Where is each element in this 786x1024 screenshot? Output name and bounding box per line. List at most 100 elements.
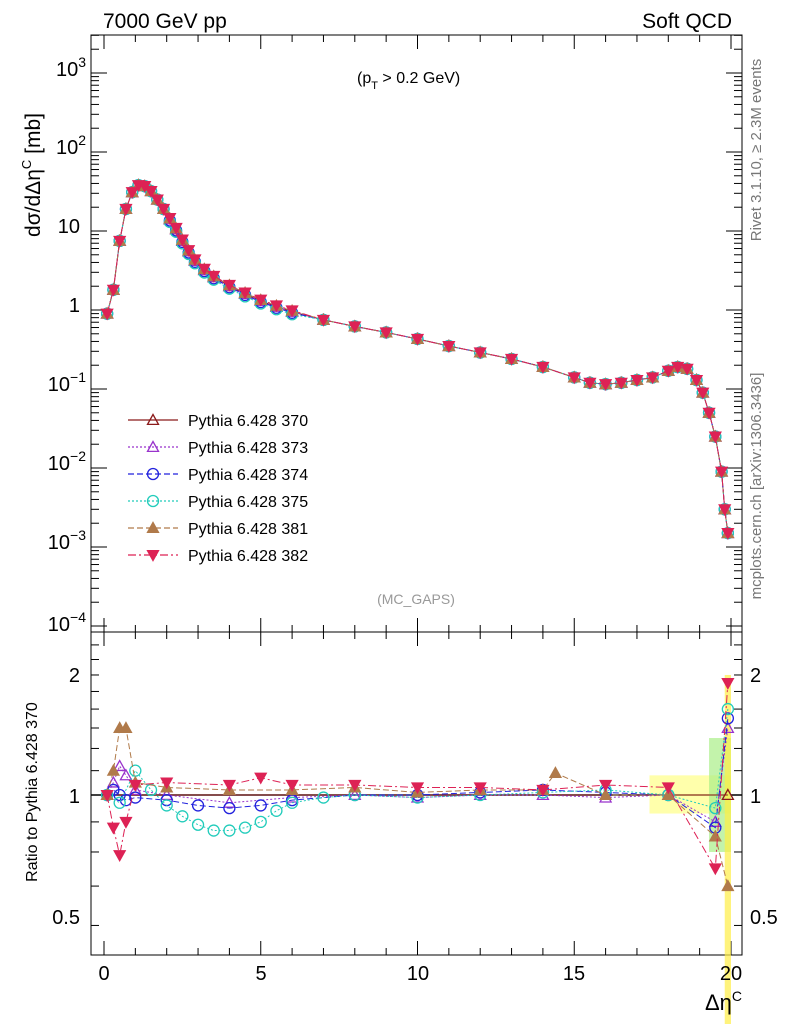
x-tick-label-0: 0 (98, 963, 109, 985)
ratio-point (348, 779, 362, 792)
ratio-point (254, 815, 267, 829)
ratio-tick-right-2: 2 (750, 665, 761, 687)
data-point (316, 314, 331, 327)
ratio-point (254, 772, 268, 785)
ratio-point (721, 702, 735, 716)
ratio-point (721, 712, 735, 725)
data-point (583, 377, 597, 390)
data-point (680, 363, 694, 376)
series-375 (100, 179, 735, 540)
legend-label-373: Pythia 6.428 373 (188, 440, 308, 457)
header-left: 7000 GeV pp (103, 10, 227, 33)
ratio-point (721, 879, 735, 892)
ratio-point (222, 795, 237, 808)
data-point (614, 377, 628, 390)
ratio-point (191, 818, 205, 831)
legend-label-381: Pythia 6.428 381 (188, 521, 308, 538)
data-point (646, 372, 660, 385)
ratio-point (348, 788, 362, 801)
data-point (238, 287, 252, 300)
ratio-point (128, 783, 142, 795)
data-point (708, 431, 722, 444)
ratio-series-381 (100, 721, 735, 892)
ratio-point (709, 801, 722, 815)
ratio-point (270, 804, 283, 817)
data-point (222, 279, 237, 292)
data-point (410, 333, 425, 346)
ratio-point (410, 782, 425, 795)
legend-label-375: Pythia 6.428 375 (188, 494, 308, 511)
data-point (714, 466, 729, 479)
ratio-point (721, 788, 735, 801)
ratio-point (106, 822, 121, 835)
ratio-point (106, 763, 121, 776)
ratio-point (598, 779, 613, 792)
x-tick-label-15: 15 (563, 963, 585, 985)
data-point (182, 245, 196, 258)
data-point (188, 254, 202, 267)
data-point (285, 305, 299, 318)
ratio-point (100, 789, 114, 802)
data-point (536, 361, 550, 374)
ratio-point (285, 790, 299, 803)
main-y-tick-labels: 103 102 10 1 10−1 10−2 10−3 10−4 (48, 54, 86, 636)
legend-label-370: Pythia 6.428 370 (188, 413, 308, 430)
data-point (175, 234, 189, 247)
data-point (661, 365, 675, 378)
tick-layer (91, 34, 742, 955)
ratio-point (223, 801, 236, 815)
analysis-label: (MC_GAPS) (377, 591, 455, 607)
y-tick-label-0.001: 10−3 (48, 527, 86, 554)
legend-marker (146, 467, 160, 481)
ratio-point (119, 768, 133, 781)
data-point (689, 374, 704, 387)
x-tick-label-5: 5 (255, 963, 266, 985)
data-point (150, 194, 164, 207)
ratio-point (119, 816, 133, 829)
ratio-tick-right-1: 1 (750, 786, 761, 808)
ratio-tick-left-2: 2 (69, 665, 80, 687)
ratio-point (708, 863, 722, 876)
data-point (718, 504, 732, 517)
ratio-point (160, 777, 174, 790)
data-point (106, 284, 121, 297)
cut-annotation: (pT > 0.2 GeV) (357, 70, 460, 92)
legend-marker (146, 440, 160, 453)
legend-label-374: Pythia 6.428 374 (188, 467, 308, 484)
main-y-label: dσ/dΔηC [mb] (19, 113, 45, 237)
data-point (169, 222, 183, 235)
legend-marker (146, 413, 160, 426)
data-point (113, 235, 127, 248)
data-point (473, 347, 487, 360)
y-tick-label-0.0001: 10−4 (48, 609, 86, 636)
series-layer (100, 178, 735, 892)
ratio-point (317, 791, 330, 804)
legend: Pythia 6.428 370 Pythia 6.428 373 Pythia… (128, 413, 308, 565)
series-382 (100, 180, 735, 540)
ratio-point (285, 796, 299, 809)
data-point (207, 270, 221, 283)
ratio-line (106, 718, 729, 829)
data-point (197, 263, 211, 276)
data-point (442, 340, 456, 353)
ratio-point (191, 799, 205, 812)
data-point (598, 379, 613, 392)
mcplots-label: mcplots.cern.ch [arXiv:1306.3436] (748, 373, 765, 600)
ratio-point (129, 791, 142, 804)
ratio-line (106, 709, 729, 832)
ratio-point (661, 782, 675, 795)
ratio-tick-left-1: 1 (69, 786, 80, 808)
data-point (671, 361, 685, 374)
ratio-point (207, 824, 220, 837)
legend-marker (146, 549, 160, 562)
y-tick-label-0.1: 10−1 (48, 369, 86, 396)
data-point (630, 374, 644, 387)
ratio-point (160, 799, 173, 812)
data-point (119, 203, 133, 216)
ratio-tick-right-0.5: 0.5 (750, 907, 778, 929)
data-point (163, 213, 177, 225)
y-tick-label-0.01: 10−2 (48, 448, 86, 475)
y-tick-label-10: 10 (58, 216, 80, 238)
data-point (721, 528, 735, 540)
ratio-line (106, 727, 729, 823)
